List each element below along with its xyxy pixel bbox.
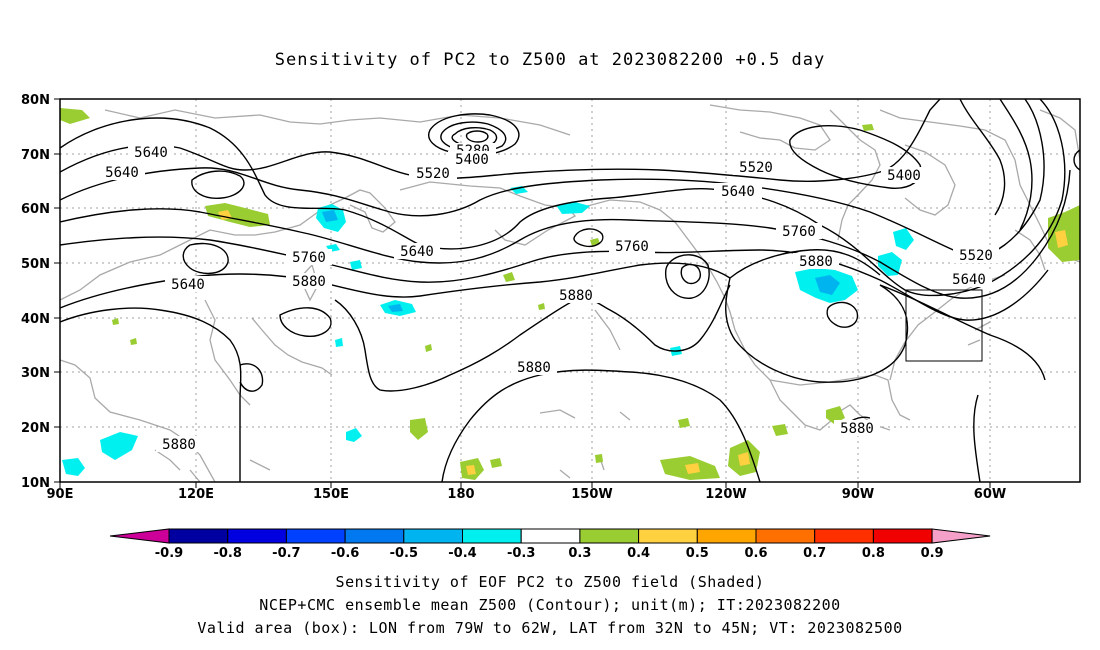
colorbar-swatch	[520, 528, 581, 544]
contour-label: 5640	[105, 165, 139, 181]
colorbar-label: 0.7	[803, 546, 826, 561]
lat-label: 60N	[21, 202, 50, 217]
colorbar-labels: -0.9 -0.8 -0.7 -0.6 -0.5 -0.4 -0.3 0.3 0.4 0.5 0.6…	[155, 546, 944, 561]
contour-label: 5640	[952, 272, 986, 288]
lat-label: 20N	[21, 421, 50, 436]
colorbar-swatch	[285, 528, 346, 544]
contour-label: 5640	[134, 145, 168, 161]
colorbar-swatch	[462, 528, 522, 544]
contour-label: 5640	[721, 184, 755, 200]
contour-label: 5880	[840, 421, 874, 437]
colorbar-swatch	[814, 528, 874, 544]
colorbar-label: 0.4	[627, 546, 650, 561]
colorbar-label: -0.8	[213, 546, 241, 561]
contour-label: 5880	[162, 437, 196, 453]
lon-label: 90E	[47, 487, 74, 502]
contour-label: 5880	[517, 360, 551, 376]
lon-label: 60W	[974, 487, 1006, 502]
colorbar-swatch	[403, 528, 463, 544]
sensitivity-shading	[60, 108, 1080, 480]
lon-label: 90W	[842, 487, 874, 502]
contour-label: 5640	[171, 277, 205, 293]
contour-label: 5760	[782, 224, 816, 240]
contour-label: 5880	[292, 274, 326, 290]
colorbar-swatch	[579, 528, 640, 544]
colorbar-label: 0.9	[921, 546, 944, 561]
colorbar-label: 0.5	[686, 546, 709, 561]
lat-label: 50N	[21, 257, 50, 272]
colorbar-label: -0.6	[331, 546, 359, 561]
colorbar-swatch	[696, 528, 757, 544]
colorbar-label: -0.3	[507, 546, 535, 561]
colorbar-swatch	[168, 528, 229, 544]
contour-label: 5400	[455, 152, 489, 168]
colorbar-swatch	[872, 528, 933, 544]
caption-line-1: Sensitivity of EOF PC2 to Z500 field (Sh…	[335, 573, 765, 591]
colorbar-swatch	[227, 528, 287, 544]
colorbar-label: -0.9	[155, 546, 183, 561]
colorbar-extend-low	[109, 528, 170, 544]
contour-label: 5520	[959, 248, 993, 264]
colorbar-swatch	[344, 528, 405, 544]
colorbar-label: -0.5	[390, 546, 418, 561]
lat-label: 40N	[21, 312, 50, 327]
axis-ticks	[54, 98, 991, 488]
colorbar-label: -0.4	[448, 546, 476, 561]
caption-line-2: NCEP+CMC ensemble mean Z500 (Contour); u…	[259, 596, 841, 614]
plot-frame	[59, 98, 1081, 483]
lon-label: 120W	[705, 487, 746, 502]
contour-labels: 5640 5640 5640 5280 5400 5520 5520 5640 …	[99, 143, 999, 453]
colorbar-extend-high	[931, 528, 991, 544]
latitude-labels: 10N 20N 30N 40N 50N 60N 70N 80N	[21, 93, 50, 491]
contour-label: 5760	[292, 250, 326, 266]
lat-label: 70N	[21, 148, 50, 163]
lon-label: 120E	[178, 487, 214, 502]
colorbar-label: 0.8	[862, 546, 885, 561]
colorbar-swatch	[638, 528, 698, 544]
lat-label: 30N	[21, 366, 50, 381]
valid-area-box	[905, 289, 983, 362]
lat-label: 80N	[21, 93, 50, 108]
colorbar-swatch	[755, 528, 816, 544]
map-title: Sensitivity of PC2 to Z500 at 2023082200…	[274, 50, 826, 70]
contour-label: 5760	[615, 239, 649, 255]
contour-label: 5880	[799, 254, 833, 270]
lat-label: 10N	[21, 476, 50, 491]
lon-label: 180	[447, 487, 474, 502]
contour-label: 5880	[559, 288, 593, 304]
colorbar	[109, 528, 991, 544]
colorbar-label: 0.6	[744, 546, 767, 561]
longitude-labels: 90E 120E 150E 180 150W 120W 90W 60W	[47, 487, 1007, 502]
lon-label: 150E	[313, 487, 349, 502]
colorbar-label: -0.7	[272, 546, 300, 561]
lon-label: 150W	[571, 487, 612, 502]
contour-label: 5400	[887, 168, 921, 184]
contour-label: 5520	[416, 166, 450, 182]
contour-label: 5640	[400, 244, 434, 260]
contour-label: 5520	[739, 160, 773, 176]
colorbar-label: 0.3	[568, 546, 591, 561]
caption-line-3: Valid area (box): LON from 79W to 62W, L…	[197, 619, 903, 637]
